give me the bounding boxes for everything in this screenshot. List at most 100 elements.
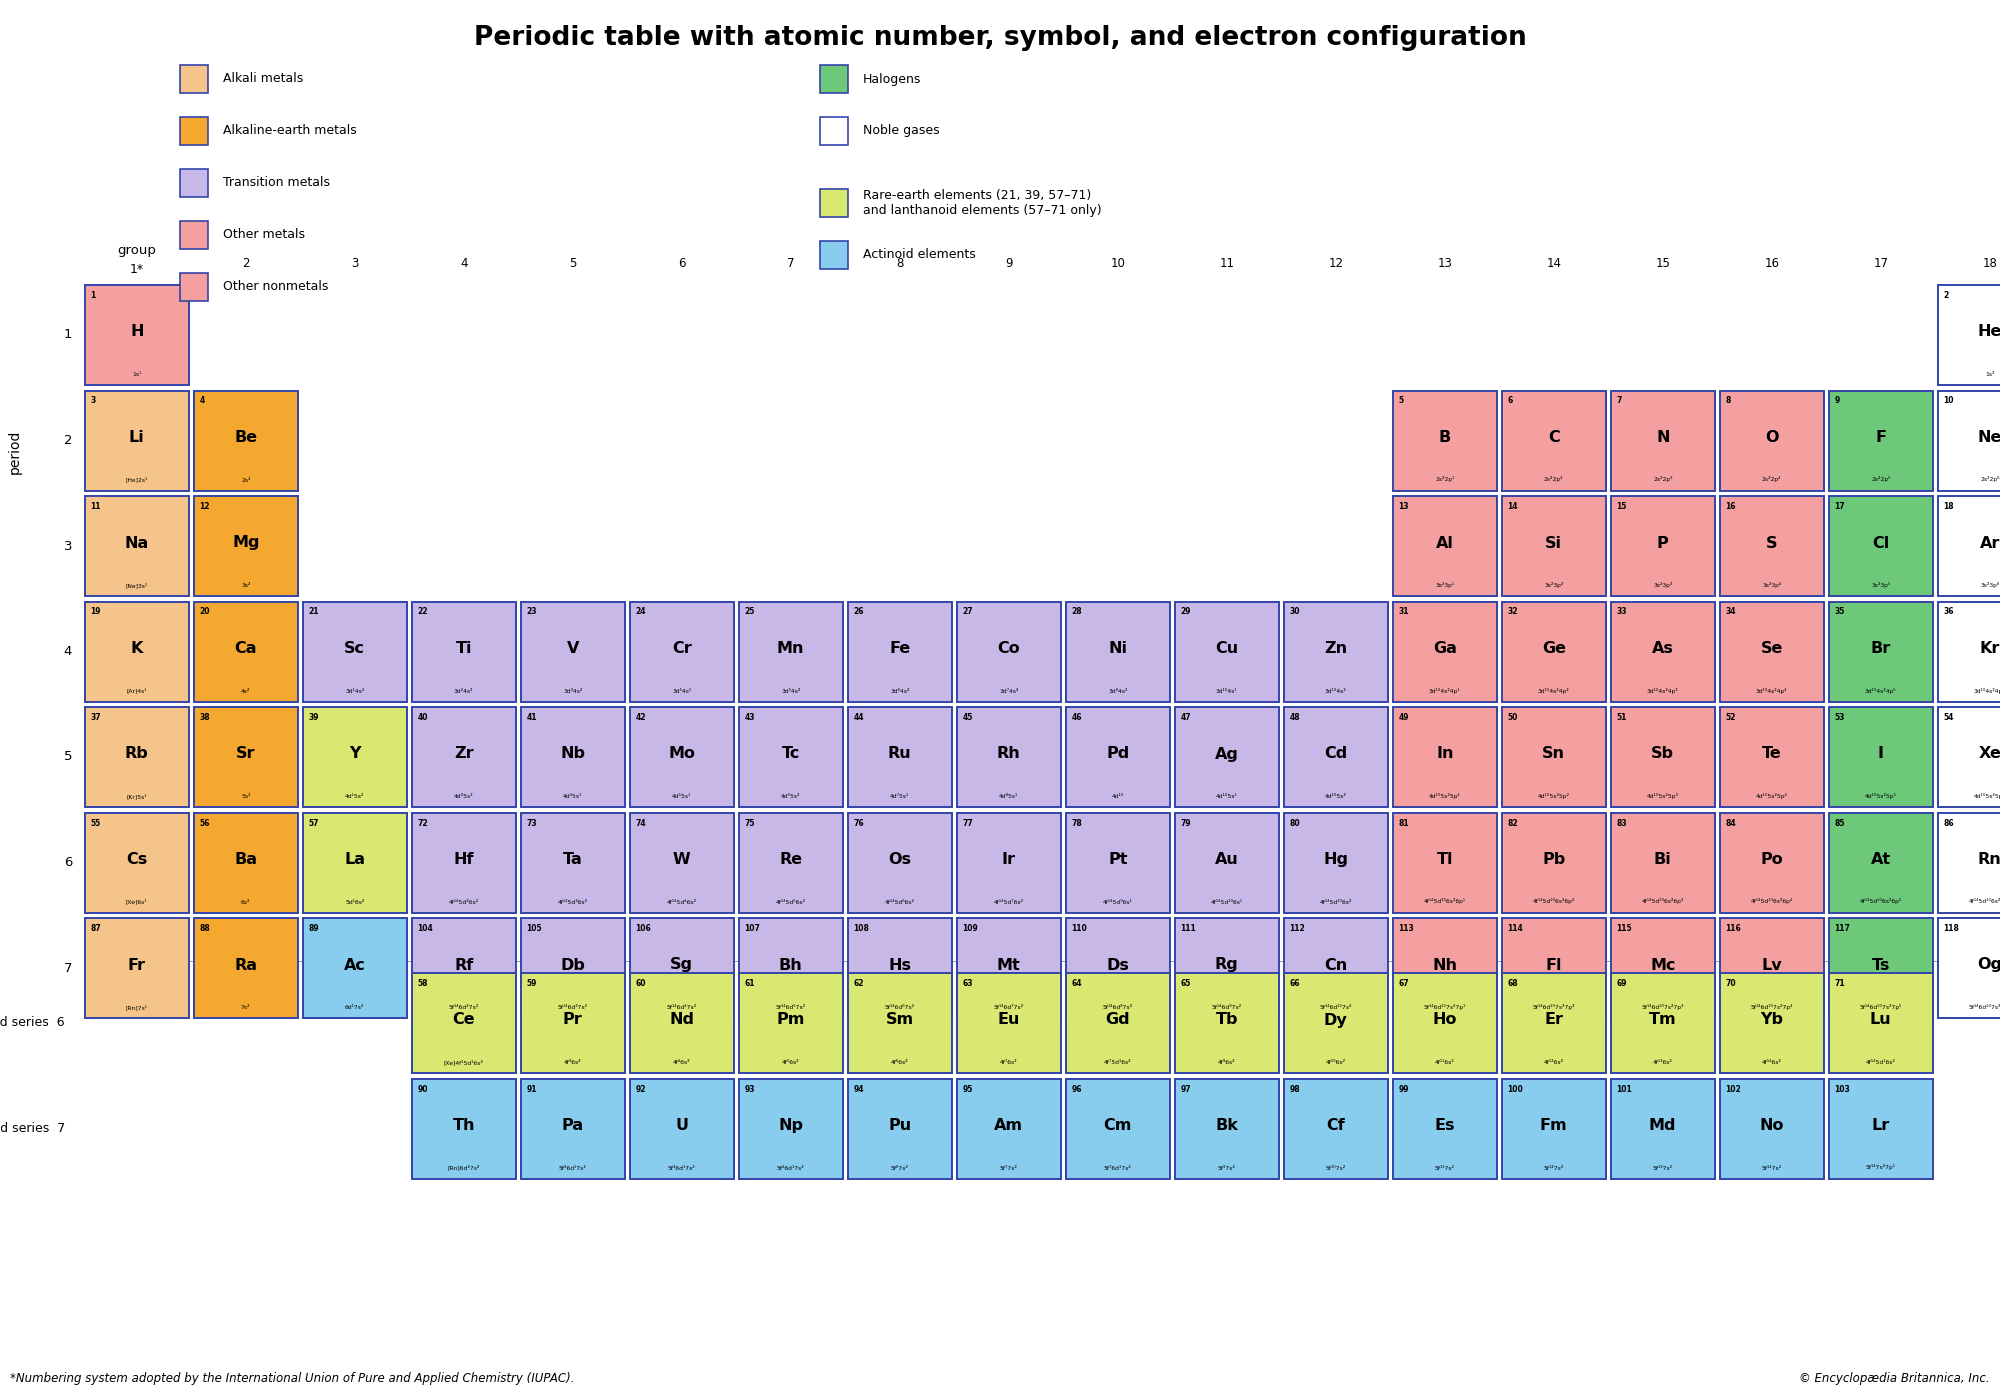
Bar — [1066, 707, 1170, 806]
Bar — [180, 221, 208, 249]
Text: 4f¹⁴5d¹⁰6s¹: 4f¹⁴5d¹⁰6s¹ — [1210, 900, 1242, 904]
Bar — [1502, 602, 1606, 701]
Text: 4: 4 — [460, 258, 468, 270]
Text: 4f⁶6s²: 4f⁶6s² — [890, 1060, 908, 1065]
Bar — [630, 812, 734, 913]
Text: 4f⁵6s²: 4f⁵6s² — [782, 1060, 800, 1065]
Bar — [1392, 812, 1496, 913]
Text: 3s²3p⁶: 3s²3p⁶ — [1980, 582, 2000, 588]
Bar — [304, 602, 406, 701]
Text: 82: 82 — [1508, 819, 1518, 827]
Text: 3s²: 3s² — [242, 582, 250, 588]
Text: Th: Th — [452, 1119, 476, 1133]
Text: 4f¹⁴5d¹⁰6s²6p¹: 4f¹⁴5d¹⁰6s²6p¹ — [1424, 899, 1466, 904]
Text: 1s²: 1s² — [1986, 372, 1994, 377]
Text: 93: 93 — [744, 1085, 756, 1093]
Text: 62: 62 — [854, 979, 864, 988]
Text: 4f¹⁴5d¹⁰6s²6p²: 4f¹⁴5d¹⁰6s²6p² — [1532, 899, 1574, 904]
Text: 69: 69 — [1616, 979, 1628, 988]
Text: Yb: Yb — [1760, 1012, 1784, 1028]
Text: 10: 10 — [1110, 258, 1126, 270]
Bar — [1938, 496, 2000, 596]
Bar — [520, 812, 624, 913]
Text: I: I — [1878, 746, 1884, 762]
Text: 5: 5 — [64, 750, 72, 763]
Text: Hg: Hg — [1324, 853, 1348, 867]
Text: 35: 35 — [1834, 608, 1844, 616]
Text: Cu: Cu — [1216, 641, 1238, 657]
Text: Fl: Fl — [1546, 958, 1562, 973]
Text: S: S — [1766, 535, 1778, 550]
Bar — [1828, 391, 1932, 490]
Text: 5f⁴6d¹7s²: 5f⁴6d¹7s² — [776, 1165, 804, 1170]
Text: 5f¹³7s²: 5f¹³7s² — [1652, 1165, 1672, 1170]
Bar — [1066, 812, 1170, 913]
Text: 57: 57 — [308, 819, 320, 827]
Bar — [84, 496, 188, 596]
Text: Sm: Sm — [886, 1012, 914, 1028]
Text: Ts: Ts — [1872, 958, 1890, 973]
Text: 4f¹¹6s²: 4f¹¹6s² — [1434, 1060, 1454, 1065]
Text: 11: 11 — [1220, 258, 1234, 270]
Bar — [520, 973, 624, 1072]
Text: Pm: Pm — [776, 1012, 804, 1028]
Bar — [1720, 602, 1824, 701]
Text: 48: 48 — [1290, 713, 1300, 722]
Text: Other metals: Other metals — [224, 228, 304, 241]
Text: 5f¹⁴7s²: 5f¹⁴7s² — [1762, 1165, 1782, 1170]
Bar — [958, 918, 1060, 1018]
Bar — [848, 1078, 952, 1179]
Text: Po: Po — [1760, 853, 1784, 867]
Text: 77: 77 — [962, 819, 974, 827]
Bar — [630, 602, 734, 701]
Bar — [1828, 973, 1932, 1072]
Text: 25: 25 — [744, 608, 754, 616]
Bar — [412, 707, 516, 806]
Text: 21: 21 — [308, 608, 320, 616]
Text: 18: 18 — [1944, 503, 1954, 511]
Text: 5: 5 — [1398, 396, 1404, 406]
Bar — [740, 973, 842, 1072]
Text: H: H — [130, 325, 144, 340]
Text: Ge: Ge — [1542, 641, 1566, 657]
Text: 65: 65 — [1180, 979, 1190, 988]
Text: 4f¹⁴5d²6s²: 4f¹⁴5d²6s² — [448, 900, 478, 904]
Text: 83: 83 — [1616, 819, 1628, 827]
Bar — [520, 918, 624, 1018]
Text: 106: 106 — [636, 924, 652, 932]
Bar — [1176, 973, 1278, 1072]
Bar — [304, 918, 406, 1018]
Text: Tb: Tb — [1216, 1012, 1238, 1028]
Text: 4d¹⁰5s²5p³: 4d¹⁰5s²5p³ — [1646, 792, 1678, 799]
Text: 4f¹⁴5d⁴6s²: 4f¹⁴5d⁴6s² — [666, 900, 696, 904]
Text: Y: Y — [350, 746, 360, 762]
Text: 70: 70 — [1726, 979, 1736, 988]
Text: V: V — [566, 641, 578, 657]
Text: 60: 60 — [636, 979, 646, 988]
Text: 63: 63 — [962, 979, 972, 988]
Text: Nh: Nh — [1432, 958, 1458, 973]
Bar — [1828, 602, 1932, 701]
Bar — [180, 273, 208, 301]
Text: Lv: Lv — [1762, 958, 1782, 973]
Text: Rh: Rh — [996, 746, 1020, 762]
Bar — [1612, 973, 1714, 1072]
Bar — [1828, 812, 1932, 913]
Bar — [1284, 602, 1388, 701]
Text: Fm: Fm — [1540, 1119, 1568, 1133]
Text: 5f¹⁴6d²7s²: 5f¹⁴6d²7s² — [448, 1005, 478, 1009]
Bar — [1392, 707, 1496, 806]
Text: Re: Re — [780, 853, 802, 867]
Text: C: C — [1548, 430, 1560, 445]
Bar — [84, 918, 188, 1018]
Text: Dy: Dy — [1324, 1012, 1348, 1028]
Text: 3d¹⁰4s¹: 3d¹⁰4s¹ — [1216, 689, 1238, 693]
Text: 4d¹⁰5s²5p⁵: 4d¹⁰5s²5p⁵ — [1864, 792, 1896, 799]
Text: 94: 94 — [854, 1085, 864, 1093]
Text: La: La — [344, 853, 366, 867]
Text: 3d³4s²: 3d³4s² — [564, 689, 582, 693]
Bar — [194, 707, 298, 806]
Text: 5f¹⁴6d¹⁰7s²: 5f¹⁴6d¹⁰7s² — [1320, 1005, 1352, 1009]
Text: 43: 43 — [744, 713, 756, 722]
Text: Mg: Mg — [232, 535, 260, 550]
